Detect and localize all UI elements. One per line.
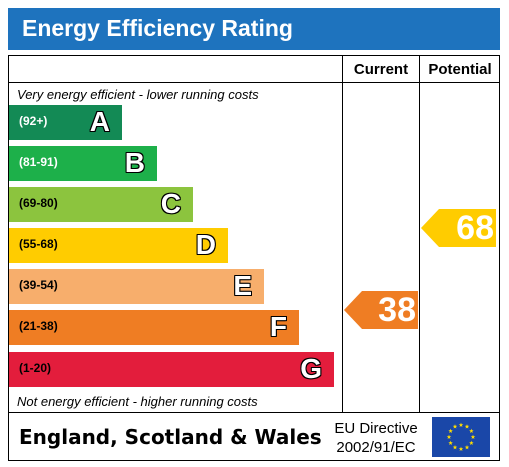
eu-star-icon — [452, 424, 458, 429]
current-pointer-shape — [344, 291, 418, 329]
chart-title: Energy Efficiency Rating — [22, 15, 293, 41]
region-label: England, Scotland & Wales — [19, 425, 322, 449]
band-letter: C — [160, 188, 181, 219]
potential-rating-value: 68 — [456, 209, 494, 247]
eu-star-icon — [469, 440, 474, 445]
band-range-label: (69-80) — [19, 196, 58, 210]
eu-star-icon — [469, 428, 474, 433]
eu-directive-line1: EU Directive — [334, 420, 418, 437]
divider-current — [342, 55, 343, 412]
divider-potential — [419, 55, 420, 412]
band-range-label: (39-54) — [19, 278, 58, 292]
rating-frame — [8, 55, 500, 461]
band-g: (1-20) G — [9, 352, 334, 387]
eu-star-icon — [458, 446, 464, 451]
eu-directive-line2: 2002/91/EC — [336, 439, 416, 456]
eu-star-icon — [470, 434, 476, 439]
band-c: (69-80) C — [9, 187, 193, 222]
band-letter: E — [233, 270, 252, 301]
bottom-note: Not energy efficient - higher running co… — [17, 394, 258, 409]
eu-star-icon — [458, 422, 464, 427]
band-a: (92+) A — [9, 105, 122, 140]
potential-pointer-shape — [421, 209, 496, 247]
current-rating-pointer: 38 — [344, 291, 418, 329]
eu-star-icon — [448, 440, 453, 445]
band-b: (81-91) B — [9, 146, 157, 181]
band-e: (39-54) E — [9, 269, 264, 304]
eu-star-icon — [448, 428, 453, 433]
band-range-label: (81-91) — [19, 155, 58, 169]
eu-flag-icon — [432, 417, 490, 457]
eu-star-icon — [464, 424, 470, 429]
band-range-label: (1-20) — [19, 361, 52, 375]
title-bar: Energy Efficiency Rating — [8, 8, 500, 50]
header-divider — [8, 82, 500, 83]
band-letter: A — [89, 106, 110, 137]
eu-star-icon — [464, 444, 470, 450]
band-letter: G — [300, 353, 322, 384]
current-rating-value: 38 — [378, 291, 416, 329]
footer-divider — [8, 412, 500, 413]
band-range-label: (92+) — [19, 114, 48, 128]
band-d: (55-68) D — [9, 228, 228, 263]
top-note: Very energy efficient - lower running co… — [17, 87, 259, 102]
eu-stars-icon — [446, 422, 476, 451]
eu-star-icon — [452, 444, 458, 450]
eu-star-icon — [446, 434, 452, 439]
potential-column-header: Potential — [428, 61, 492, 78]
band-range-label: (21-38) — [19, 319, 58, 333]
current-column-header: Current — [353, 61, 409, 78]
potential-rating-pointer: 68 — [421, 209, 496, 247]
band-f: (21-38) F — [9, 310, 299, 345]
band-letter: F — [269, 311, 287, 342]
band-letter: D — [195, 229, 216, 260]
band-range-label: (55-68) — [19, 237, 58, 251]
band-letter: B — [124, 147, 145, 178]
